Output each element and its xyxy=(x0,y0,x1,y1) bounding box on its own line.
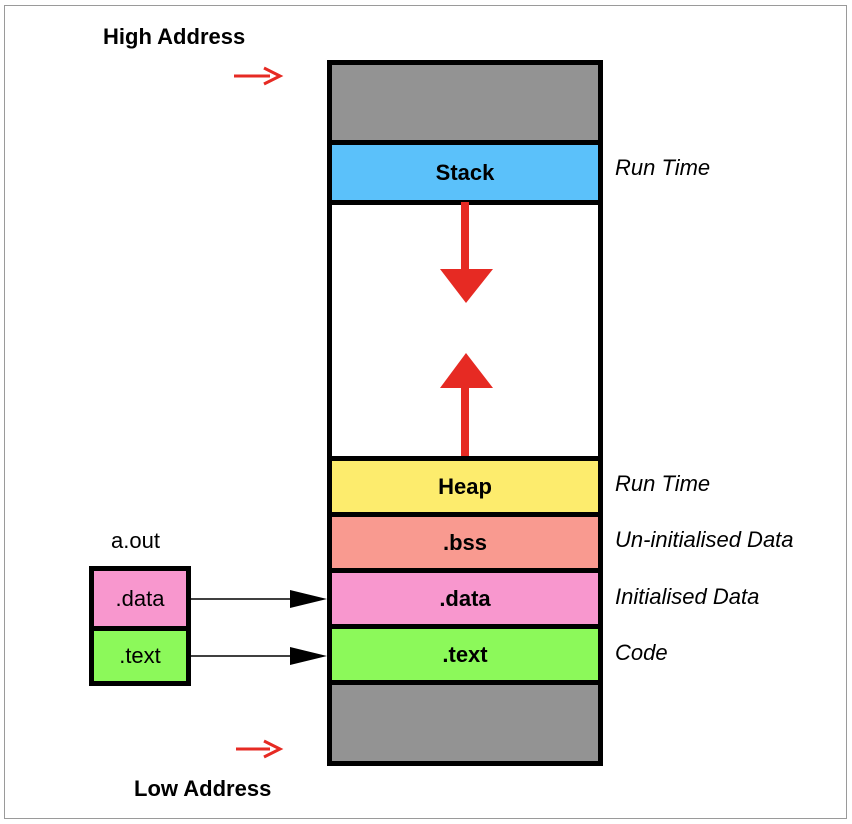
data-side-label: Initialised Data xyxy=(615,584,760,609)
bss-side-label: Un-initialised Data xyxy=(615,527,794,552)
aout-text-label: .text xyxy=(119,643,161,668)
reserved-low-segment xyxy=(332,685,598,761)
aout-box: .data .text xyxy=(89,566,191,686)
segment-divider xyxy=(94,626,186,631)
text-segment: .text xyxy=(332,629,598,680)
segment-divider xyxy=(332,140,598,145)
stack-side-label: Run Time xyxy=(615,155,711,180)
stack-growth-arrow xyxy=(440,202,493,303)
stack-label: Stack xyxy=(435,159,495,185)
low-address-arrow xyxy=(236,739,284,759)
text-mapping-arrow xyxy=(190,647,327,665)
heap-growth-arrow xyxy=(440,353,493,456)
aout-data-label: .data xyxy=(115,585,165,611)
text-side-label: Code xyxy=(615,640,668,665)
bss-segment: .bss xyxy=(332,517,598,568)
heap-segment: Heap xyxy=(332,461,598,512)
stack-segment: Stack xyxy=(332,145,598,200)
diagram-frame xyxy=(4,5,847,819)
aout-data-segment: .data xyxy=(94,571,186,626)
data-mapping-arrow xyxy=(190,590,327,608)
text-label: .text xyxy=(442,641,488,667)
segment-divider xyxy=(332,680,598,685)
aout-text-segment: .text xyxy=(94,631,186,681)
high-address-arrow xyxy=(234,66,284,86)
bss-label: .bss xyxy=(442,529,488,555)
data-label: .data xyxy=(439,585,491,611)
reserved-high-segment xyxy=(332,65,598,140)
segment-divider xyxy=(332,512,598,517)
data-segment: .data xyxy=(332,573,598,624)
low-address-label: Low Address xyxy=(134,776,272,801)
segment-divider xyxy=(332,568,598,573)
segment-divider xyxy=(332,624,598,629)
high-address-label: High Address xyxy=(103,24,246,49)
aout-title: a.out xyxy=(111,528,160,553)
heap-label: Heap xyxy=(438,473,492,499)
heap-side-label: Run Time xyxy=(615,471,711,496)
segment-divider xyxy=(332,456,598,461)
